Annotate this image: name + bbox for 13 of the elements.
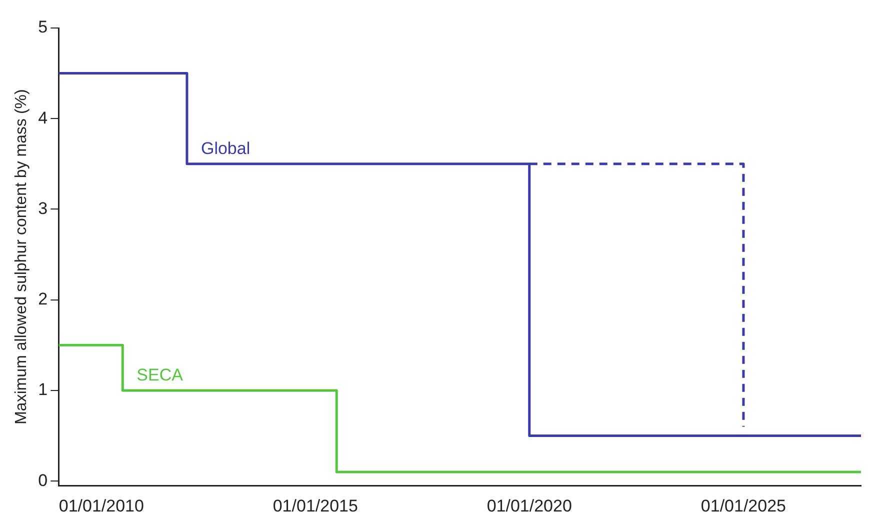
y-tick-label: 5 <box>38 18 48 37</box>
series-label: Global <box>200 139 250 158</box>
series-label: SECA <box>136 366 184 385</box>
x-tick-label: 01/01/2015 <box>272 496 358 516</box>
y-tick-label: 3 <box>38 198 48 218</box>
y-tick-label: 0 <box>38 470 48 490</box>
y-tick-label: 1 <box>38 380 48 400</box>
x-tick-label: 01/01/2025 <box>700 496 786 516</box>
y-tick-label: 2 <box>38 290 48 309</box>
y-tick-label: 4 <box>38 108 48 128</box>
y-axis-title: Maximum allowed sulphur content by mass (%) <box>13 89 30 424</box>
x-tick-label: 01/01/2010 <box>58 496 144 516</box>
x-tick-label: 01/01/2020 <box>486 496 572 516</box>
